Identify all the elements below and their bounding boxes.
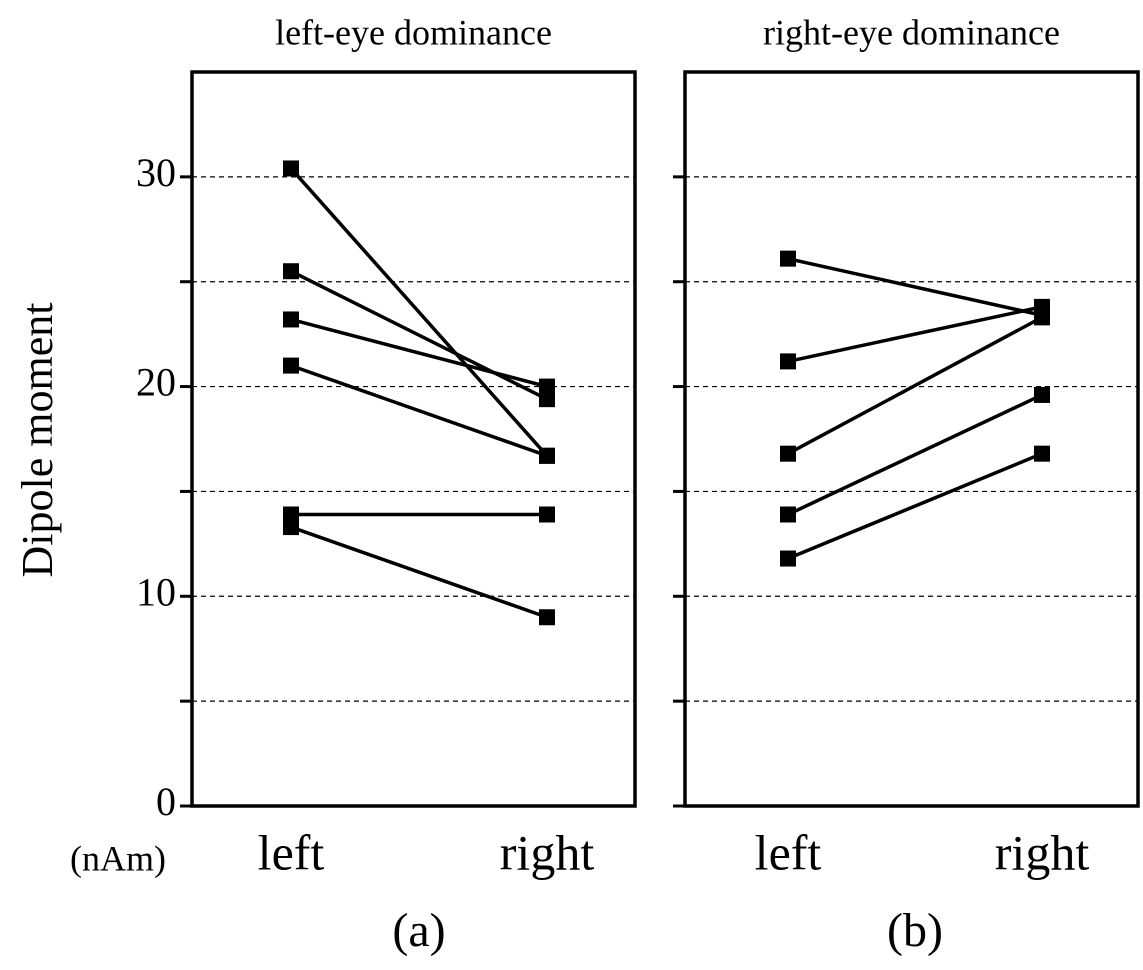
x-tick-label: left (755, 824, 822, 880)
y-tick-label: 10 (136, 569, 176, 614)
point-marker (780, 353, 796, 370)
x-tick-label: right (500, 824, 595, 880)
point-marker (780, 250, 796, 267)
y-tick-label: 30 (136, 150, 176, 195)
series-line (290, 317, 548, 389)
y-tick-label: 0 (156, 779, 176, 824)
series-line (787, 256, 1043, 317)
point-marker (283, 506, 299, 523)
point-marker (1034, 445, 1050, 462)
series-line (787, 393, 1043, 517)
series-line (787, 305, 1043, 364)
point-marker (780, 550, 796, 567)
plot-frame (683, 70, 1140, 808)
point-marker (1034, 386, 1050, 403)
y-axis-label: Dipole moment (13, 303, 62, 578)
y-axis-unit: (nAm) (70, 838, 166, 878)
series-line (290, 363, 548, 458)
x-tick-label: left (258, 824, 325, 880)
y-tick-label: 20 (136, 360, 176, 405)
point-marker (539, 391, 555, 408)
point-marker (539, 447, 555, 464)
series-line (290, 269, 548, 401)
series-line (787, 452, 1043, 561)
panel-title: left-eye dominance (275, 12, 552, 52)
series-line (290, 525, 548, 619)
point-marker (780, 506, 796, 523)
point-marker (1034, 309, 1050, 326)
point-marker (283, 263, 299, 280)
series-line (787, 315, 1043, 456)
panel-title: right-eye dominance (763, 12, 1060, 52)
panel-caption: (b) (887, 904, 943, 957)
point-marker (283, 160, 299, 177)
point-marker (780, 445, 796, 462)
point-marker (283, 357, 299, 374)
plot-frame (190, 70, 637, 808)
point-marker (283, 519, 299, 536)
panel-caption: (a) (392, 904, 445, 957)
point-marker (283, 311, 299, 328)
point-marker (539, 609, 555, 626)
point-marker (539, 378, 555, 395)
x-tick-label: right (995, 824, 1090, 880)
series-line (289, 167, 549, 457)
point-marker (539, 506, 555, 523)
